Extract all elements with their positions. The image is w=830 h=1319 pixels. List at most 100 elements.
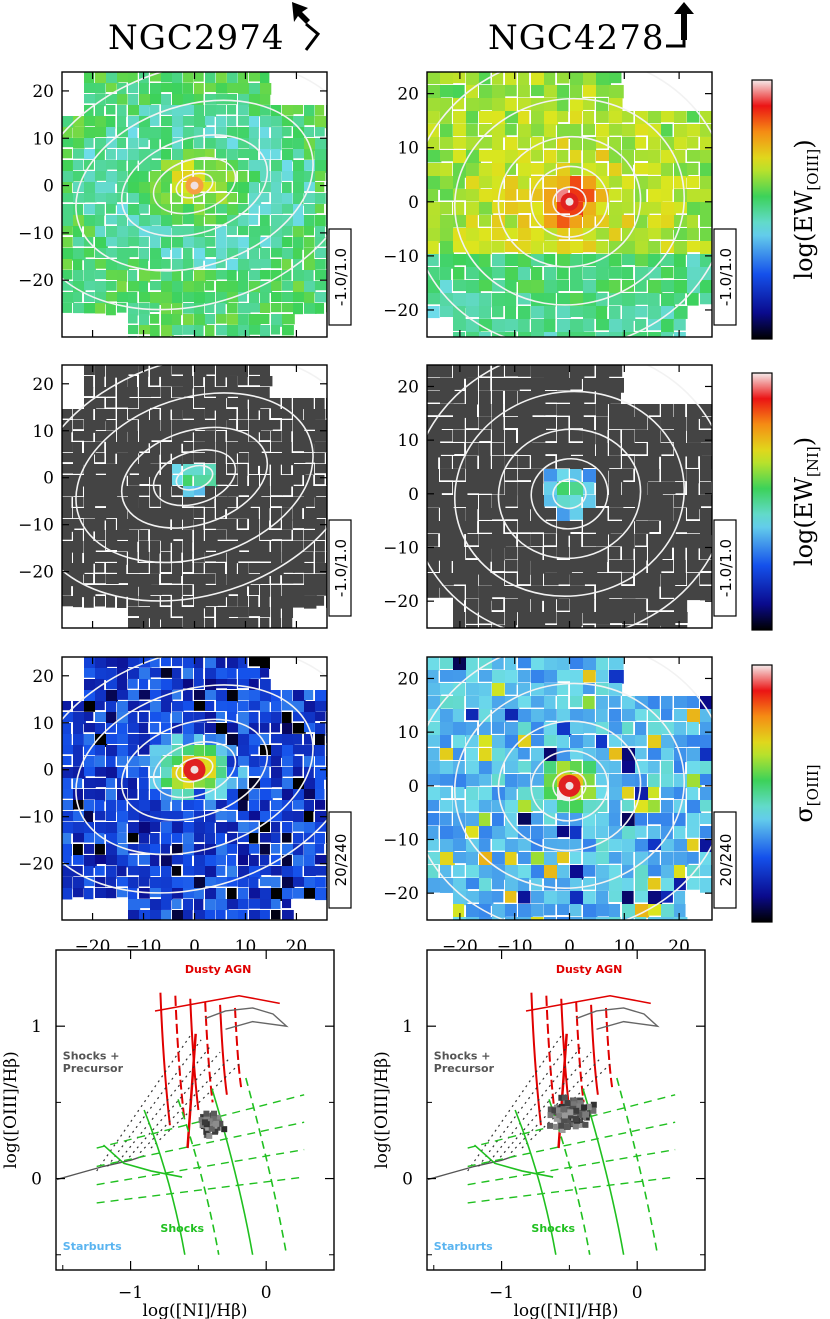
map-cell: [161, 270, 174, 283]
map-cell: [106, 127, 116, 137]
map-cell: [205, 420, 216, 431]
map-cell: [139, 182, 151, 195]
map-cell: [531, 534, 543, 547]
map-cell: [531, 774, 545, 786]
map-cell: [227, 149, 238, 161]
map-cell: [544, 495, 558, 507]
map-cell: [427, 813, 440, 826]
map-cell: [293, 855, 304, 867]
map-cell: [479, 573, 493, 586]
map-cell: [227, 105, 237, 115]
map-cell: [304, 778, 316, 791]
map-cell: [106, 116, 116, 129]
map-cell: [557, 813, 569, 826]
map-cell: [648, 254, 661, 268]
map-cell: [492, 391, 504, 405]
map-cell: [326, 745, 327, 756]
map-cell: [674, 573, 687, 586]
map-cell: [194, 541, 206, 553]
data-point: [563, 1107, 570, 1114]
map-cell: [161, 877, 174, 889]
map-cell: [249, 701, 261, 711]
map-cell: [216, 138, 228, 150]
map-cell: [62, 519, 75, 532]
map-cell: [492, 430, 505, 443]
map-cell: [687, 469, 699, 484]
map-cell: [238, 657, 248, 670]
map-cell: [194, 420, 206, 431]
map-cell: [622, 800, 634, 812]
map-cell: [557, 378, 571, 391]
map-cell: [648, 417, 661, 431]
map-cell: [544, 625, 559, 628]
map-cell: [62, 778, 72, 790]
map-cell: [238, 844, 251, 856]
isophote-contour: [152, 156, 237, 215]
data-point: [576, 1111, 583, 1118]
map-cell: [216, 464, 227, 477]
data-point: [573, 1107, 580, 1114]
map-cell: [249, 910, 262, 920]
shock-model-line: [467, 1121, 676, 1168]
map-cell: [227, 116, 237, 127]
map-cell: [139, 833, 150, 844]
map-cell: [172, 127, 185, 138]
map-cell: [216, 259, 226, 269]
map-cell: [492, 85, 506, 99]
map-cell: [183, 497, 196, 507]
map-cell: [293, 508, 303, 520]
map-cell: [609, 878, 624, 892]
map-cell: [583, 495, 596, 509]
map-cell: [139, 215, 152, 228]
map-cell: [518, 748, 530, 760]
map-cell: [161, 734, 172, 746]
map-cell: [227, 259, 239, 272]
map-cell: [304, 281, 316, 294]
map-cell: [128, 149, 140, 161]
map-cell: [117, 800, 127, 813]
map-cell: [84, 116, 97, 127]
map-cell: [293, 844, 304, 857]
map-cell: [161, 325, 174, 336]
map-cell: [479, 891, 494, 906]
map-cell: [544, 72, 556, 87]
map-cell: [139, 585, 151, 597]
map-cell: [128, 910, 141, 920]
map-cell: [304, 486, 317, 498]
map-cell: [73, 497, 84, 507]
map-cell: [249, 563, 262, 574]
map-cell: [172, 668, 182, 679]
map-cell: [139, 690, 151, 700]
map-cell: [609, 254, 622, 267]
isophote-contour: [453, 682, 686, 890]
map-cell: [479, 495, 492, 510]
map-cell: [139, 83, 149, 96]
map-cell: [700, 293, 712, 305]
map-cell: [183, 72, 194, 83]
shock-precursor-model-line: [427, 1155, 516, 1181]
map-cell: [570, 586, 584, 601]
map-cell: [95, 365, 106, 377]
map-cell: [161, 530, 174, 543]
map-cell: [544, 696, 556, 710]
y-tick-label: 20: [397, 85, 419, 105]
map-cell: [326, 149, 327, 159]
map-cell: [596, 904, 610, 917]
map-cell: [227, 563, 237, 576]
map-cell: [271, 607, 281, 620]
map-cell: [427, 72, 441, 85]
map-cell: [95, 464, 107, 474]
map-cell: [106, 72, 119, 84]
map-cell: [84, 767, 97, 777]
map-cell: [282, 270, 292, 281]
shocks-label: Shocks: [531, 1222, 575, 1235]
map-cell: [479, 365, 491, 377]
map-cell: [427, 534, 439, 547]
map-cell: [687, 508, 700, 520]
map-cell: [304, 160, 316, 171]
map-cell: [492, 404, 504, 417]
map-cell: [194, 899, 204, 912]
map-cell: [544, 521, 557, 534]
map-cell: [531, 293, 546, 307]
map-cell: [150, 138, 160, 150]
